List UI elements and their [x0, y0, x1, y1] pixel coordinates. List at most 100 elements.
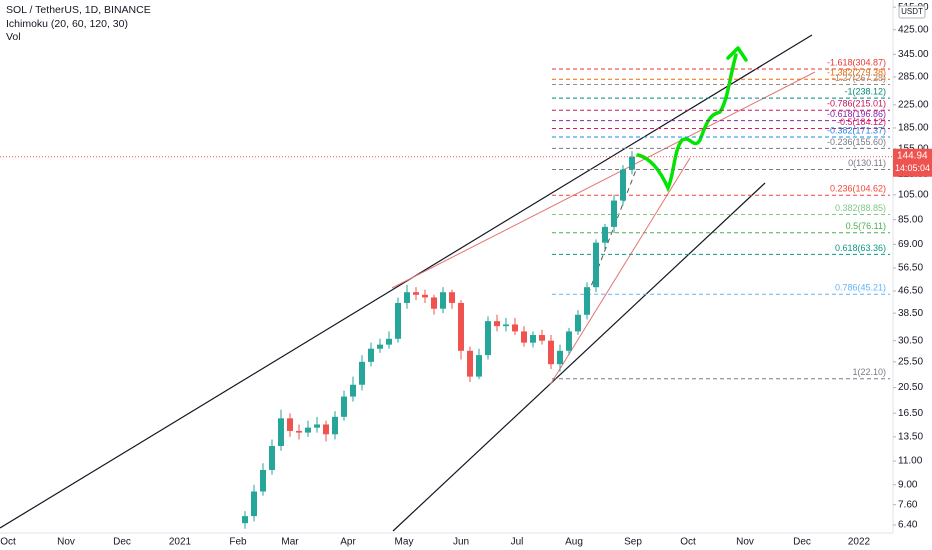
y-tick-label: 85.00 [898, 214, 923, 225]
candle-body [593, 242, 599, 288]
fib-label: -0.236(155.60) [827, 137, 886, 147]
candle-body [404, 292, 410, 303]
candle-body [305, 427, 311, 433]
fib-label: 0.786(45.21) [835, 283, 886, 293]
y-tick-label: 185.00 [898, 123, 929, 134]
candle-body [566, 331, 572, 351]
y-tick-label: 11.00 [898, 456, 923, 467]
trend-line-red [391, 71, 816, 289]
y-tick-label: 425.00 [898, 24, 929, 35]
candle-body [503, 324, 509, 327]
x-tick-label: Dec [113, 537, 131, 548]
last-price-box [893, 148, 932, 177]
candle-body [278, 418, 284, 446]
fib-label: 0.382(88.85) [835, 203, 886, 213]
y-tick-label: 13.50 [898, 432, 923, 443]
y-tick-label: 25.50 [898, 356, 923, 367]
x-tick-label: Nov [57, 537, 75, 548]
candle-body [575, 314, 581, 332]
x-tick-label: Jun [453, 537, 469, 548]
trend-line-upper [0, 34, 813, 529]
candle-body [584, 287, 590, 315]
candle-body [413, 292, 419, 295]
forecast-path [636, 53, 738, 193]
fib-label: -0.5(184.12) [837, 117, 886, 127]
y-tick-label: 7.60 [898, 499, 918, 510]
x-tick-label: 2021 [169, 537, 192, 548]
candle-body [296, 430, 302, 433]
fib-label: 0.236(104.62) [830, 184, 886, 194]
y-tick-label: 105.00 [898, 189, 929, 200]
candle-body [368, 348, 374, 362]
x-tick-label: Nov [736, 537, 754, 548]
y-tick-label: 38.50 [898, 308, 923, 319]
y-tick-label: 69.00 [898, 239, 923, 250]
x-tick-label: Oct [680, 537, 696, 548]
projection-line [584, 169, 637, 303]
candle-body [539, 335, 545, 341]
y-tick-label: 56.50 [898, 263, 923, 274]
y-tick-label: 46.50 [898, 286, 923, 297]
y-tick-label: 9.00 [898, 479, 918, 490]
x-tick-label: Dec [793, 537, 811, 548]
fib-label: -1.618(304.87) [827, 57, 886, 67]
candle-body [476, 355, 482, 377]
candle-body [548, 340, 554, 365]
fib-label: -0.382(171.37) [827, 125, 886, 135]
symbol-title: SOL / TetherUS, 1D, BINANCE [6, 4, 151, 16]
fib-label: 0(130.11) [848, 158, 886, 168]
candle-body [431, 297, 437, 309]
candle-body [386, 338, 392, 345]
last-price-label: 144.94 [897, 150, 928, 161]
forecast-arrow [726, 46, 748, 62]
fib-label: -1.27(267.28) [832, 73, 886, 83]
candle-body [530, 335, 536, 343]
countdown-label: 14:05:04 [895, 163, 930, 173]
candle-body [449, 292, 455, 303]
y-tick-label: 345.00 [898, 49, 929, 60]
x-tick-label: Feb [229, 537, 247, 548]
candle-body [629, 156, 635, 170]
candle-body [521, 331, 527, 343]
candle-body [260, 469, 266, 492]
candle-body [359, 361, 365, 385]
y-tick-label: 225.00 [898, 99, 929, 110]
candle-body [287, 418, 293, 431]
candle-body [620, 169, 626, 201]
y-tick-label: 285.00 [898, 72, 929, 83]
x-tick-label: Sep [624, 537, 642, 548]
candle-body [440, 292, 446, 309]
candle-body [350, 384, 356, 397]
candle-body [269, 445, 275, 470]
y-tick-label: 30.50 [898, 335, 923, 346]
indicator-label: Ichimoku (20, 60, 120, 30) [6, 18, 128, 30]
y-tick-label: 16.50 [898, 408, 923, 419]
fib-label: 1(22.10) [852, 367, 886, 377]
candle-body [602, 226, 608, 243]
candle-body [251, 491, 257, 517]
candle-body [467, 350, 473, 377]
candle-body [314, 424, 320, 428]
fib-label: -1.382(279.38) [827, 68, 886, 78]
indicator-label: Vol [6, 31, 21, 43]
candle-body [557, 350, 563, 365]
candle-body [422, 294, 428, 298]
x-tick-label: 2022 [848, 537, 871, 548]
x-tick-label: Apr [340, 537, 356, 548]
candle-body [494, 321, 500, 327]
price-axis [893, 0, 932, 533]
candle-body [485, 321, 491, 356]
unit-box [898, 5, 926, 19]
fib-label: -1(238.12) [844, 87, 886, 97]
x-tick-label: Mar [281, 537, 299, 548]
candle-body [611, 200, 617, 227]
candle-body [512, 324, 518, 332]
fib-label: 0.618(63.36) [835, 243, 886, 253]
candle-body [395, 302, 401, 339]
fib-label: -0.618(196.86) [827, 109, 886, 119]
candle-body [332, 416, 338, 435]
candle-body [458, 302, 464, 351]
x-tick-label: Jul [511, 537, 524, 548]
